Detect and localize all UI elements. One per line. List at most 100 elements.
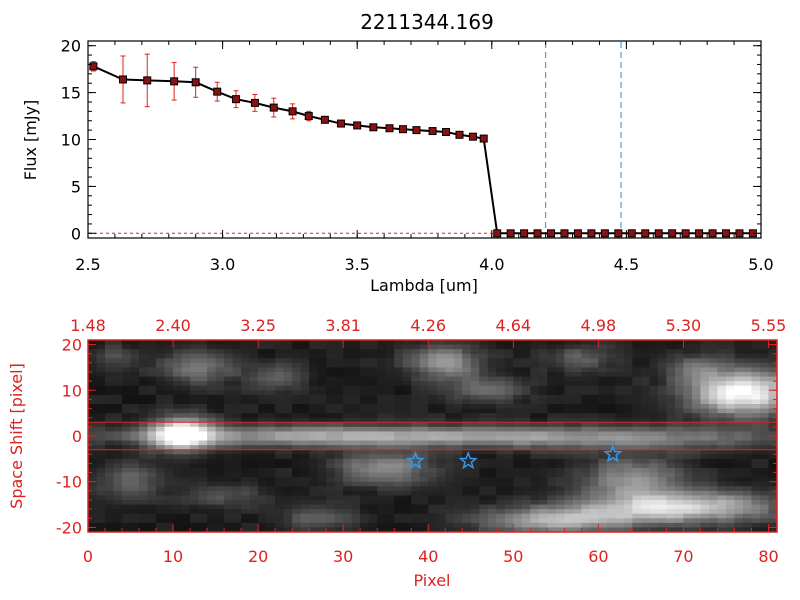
image-pixel <box>317 340 327 345</box>
image-pixel <box>343 399 353 405</box>
image-pixel <box>547 422 557 428</box>
image-pixel <box>513 385 523 391</box>
image-pixel <box>530 436 540 441</box>
flux-point <box>722 229 731 238</box>
image-pixel <box>275 440 285 446</box>
image-pixel <box>317 422 327 428</box>
image-pixel <box>436 404 446 409</box>
image-pixel <box>258 367 268 373</box>
image-pixel <box>411 472 421 478</box>
image-pixel <box>343 518 353 524</box>
image-pixel <box>164 445 174 451</box>
image-pixel <box>530 408 540 414</box>
image-pixel <box>130 381 140 387</box>
image-pixel <box>343 454 353 460</box>
image-pixel <box>411 413 421 419</box>
image-pixel <box>283 495 293 501</box>
image-pixel <box>751 500 761 505</box>
image-pixel <box>113 486 123 492</box>
image-pixel <box>717 358 727 364</box>
image-pixel <box>258 481 268 487</box>
image-pixel <box>496 372 506 377</box>
image-pixel <box>683 390 693 396</box>
image-pixel <box>428 376 438 382</box>
image-pixel <box>640 440 650 446</box>
image-pixel <box>632 404 642 409</box>
image-pixel <box>207 513 216 519</box>
image-pixel <box>292 417 302 423</box>
image-pixel <box>190 408 199 414</box>
image-pixel <box>564 436 574 441</box>
flux-point <box>533 229 542 238</box>
image-pixel <box>419 500 429 505</box>
image-pixel <box>547 413 557 419</box>
image-pixel <box>113 522 123 528</box>
image-pixel <box>683 349 693 355</box>
image-pixel <box>249 372 259 377</box>
image-pixel <box>283 349 293 355</box>
image-pixel <box>368 486 378 492</box>
image-pixel <box>683 394 693 400</box>
image-pixel <box>224 458 234 464</box>
image-pixel <box>708 408 718 414</box>
image-pixel <box>657 504 667 510</box>
image-pixel <box>402 472 412 478</box>
image-pixel <box>122 513 131 519</box>
image-pixel <box>640 522 650 528</box>
image-pixel <box>725 527 735 533</box>
image-pixel <box>368 376 378 382</box>
image-pixel <box>623 495 633 501</box>
image-pixel <box>292 509 302 515</box>
image-pixel <box>113 422 123 428</box>
image-pixel <box>504 477 514 483</box>
image-pixel <box>708 390 718 396</box>
image-pixel <box>283 527 293 533</box>
image-pixel <box>708 349 718 355</box>
image-pixel <box>683 527 693 533</box>
image-pixel <box>198 362 208 368</box>
image-pixel <box>343 490 353 496</box>
image-pixel <box>436 390 446 396</box>
image-pixel <box>122 344 131 350</box>
image-pixel <box>164 518 174 524</box>
image-pixel <box>309 472 319 478</box>
flux-point <box>398 125 407 134</box>
image-pixel <box>725 362 735 368</box>
image-pixel <box>385 477 395 483</box>
image-pixel <box>453 404 463 409</box>
image-pixel <box>674 353 684 359</box>
image-pixel <box>377 372 387 377</box>
flux-point <box>412 126 421 135</box>
image-pixel <box>368 500 378 505</box>
image-pixel <box>470 362 480 368</box>
image-pixel <box>215 358 225 364</box>
image-pixel <box>292 413 302 419</box>
image-pixel <box>487 522 497 528</box>
image-pixel <box>615 372 625 377</box>
image-pixel <box>479 353 489 359</box>
image-pixel <box>88 367 97 373</box>
image-pixel <box>657 399 667 405</box>
image-pixel <box>402 408 412 414</box>
image-pixel <box>428 500 438 505</box>
image-pixel <box>564 522 574 528</box>
image-pixel <box>283 408 293 414</box>
image-pixel <box>283 353 293 359</box>
image-pixel <box>215 376 225 382</box>
image-pixel <box>377 367 387 373</box>
image-pixel <box>96 349 106 355</box>
image-pixel <box>751 340 761 345</box>
image-pixel <box>445 454 455 460</box>
flux-point <box>573 229 582 238</box>
image-pixel <box>190 495 199 501</box>
image-pixel <box>139 344 148 350</box>
image-pixel <box>742 417 752 423</box>
image-pixel <box>164 362 174 368</box>
image-pixel <box>122 385 131 391</box>
image-pixel <box>130 399 140 405</box>
image-pixel <box>113 495 123 501</box>
image-pixel <box>734 362 744 368</box>
image-pixel <box>198 381 208 387</box>
image-pixel <box>300 472 310 478</box>
image-pixel <box>436 500 446 505</box>
